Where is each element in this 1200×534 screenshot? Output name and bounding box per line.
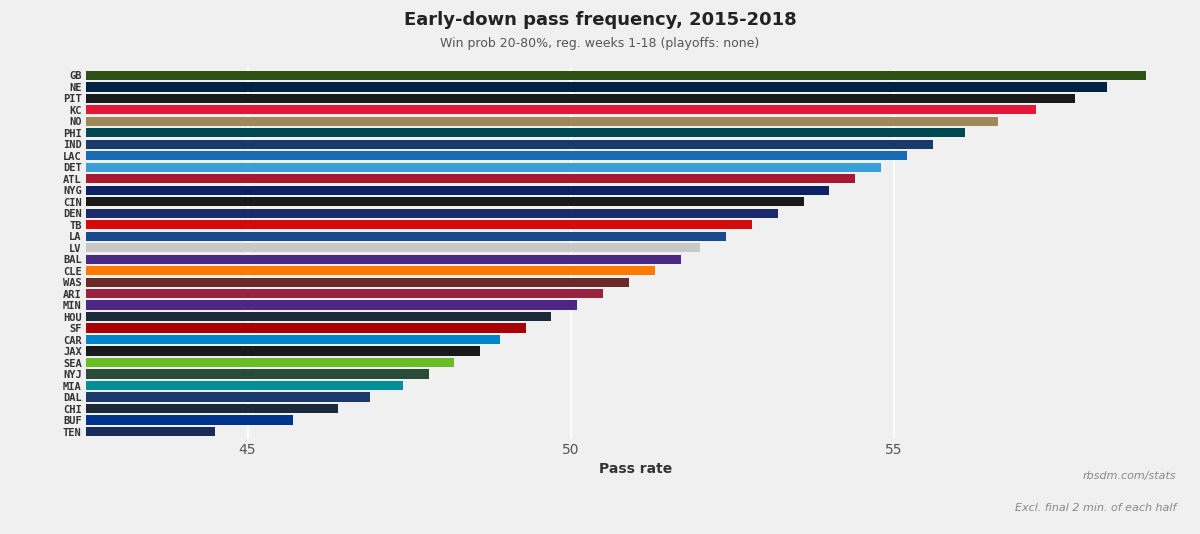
Bar <box>86 289 604 299</box>
Text: Early-down pass frequency, 2015-2018: Early-down pass frequency, 2015-2018 <box>403 11 797 29</box>
Bar <box>86 255 680 264</box>
Bar <box>86 232 726 241</box>
Bar <box>86 381 403 390</box>
Bar <box>86 105 1037 114</box>
Bar <box>86 197 804 207</box>
Bar <box>86 370 428 379</box>
Bar <box>86 93 1075 103</box>
Bar <box>86 312 552 321</box>
Bar <box>86 427 215 436</box>
Bar <box>86 151 907 161</box>
Bar <box>86 128 965 137</box>
Bar <box>86 82 1108 91</box>
Bar <box>86 220 752 230</box>
Bar <box>86 392 371 402</box>
Text: Win prob 20-80%, reg. weeks 1-18 (playoffs: none): Win prob 20-80%, reg. weeks 1-18 (playof… <box>440 37 760 50</box>
Bar <box>86 243 700 253</box>
Text: Excl. final 2 min. of each half: Excl. final 2 min. of each half <box>1015 502 1176 513</box>
Bar <box>86 301 577 310</box>
Bar <box>86 209 778 218</box>
Bar <box>86 404 338 413</box>
Bar <box>86 324 526 333</box>
Bar <box>86 174 856 184</box>
Bar <box>86 266 655 276</box>
X-axis label: Pass rate: Pass rate <box>599 462 672 476</box>
Bar <box>86 335 499 344</box>
Bar <box>86 358 455 367</box>
Bar <box>86 70 1146 80</box>
Bar <box>86 139 932 149</box>
Bar <box>86 278 629 287</box>
Bar <box>86 116 997 126</box>
Bar <box>86 185 829 195</box>
Bar <box>86 415 293 425</box>
Bar <box>86 347 480 356</box>
Bar <box>86 162 881 172</box>
Text: rbsdm.com/stats: rbsdm.com/stats <box>1082 470 1176 481</box>
